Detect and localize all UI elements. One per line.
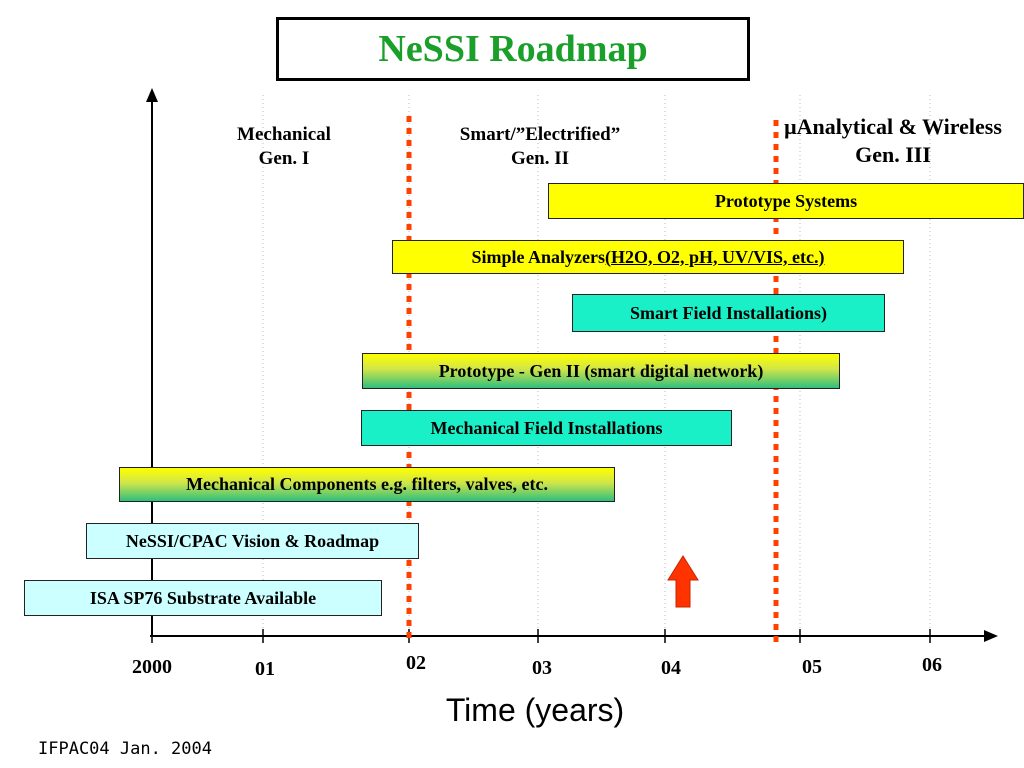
era-gen2-line1: Smart/”Electrified” <box>459 124 621 145</box>
x-tick-label: 06 <box>922 654 942 676</box>
x-tick-label: 03 <box>532 657 552 679</box>
era-gen3-line1: μAnalytical & Wireless <box>784 114 1002 139</box>
x-axis-label: Time (years) <box>445 692 625 728</box>
bar-label: NeSSI/CPAC Vision & Roadmap <box>125 530 380 551</box>
bar-label: Prototype - Gen II (smart digital networ… <box>438 360 764 381</box>
x-tick-label: 01 <box>255 658 275 680</box>
bar-label: Prototype Systems <box>714 190 858 211</box>
bar-isa-sp76: ISA SP76 Substrate Available <box>24 580 382 616</box>
bar-label: Mechanical Components e.g. filters, valv… <box>186 474 548 494</box>
bar-label: Simple Analyzers <box>471 246 606 267</box>
page-title: NeSSI Roadmap <box>276 17 750 81</box>
x-tick-label: 04 <box>661 657 681 679</box>
y-axis-arrowhead <box>146 88 158 102</box>
bar-label: Smart Field Installations) <box>629 302 827 323</box>
x-axis-arrowhead <box>984 630 998 642</box>
bar-label: ISA SP76 Substrate Available <box>89 587 317 608</box>
x-tick-label: 05 <box>802 656 822 678</box>
footer-note: IFPAC04 Jan. 2004 <box>38 739 212 759</box>
era-gen2-line2: Gen. II <box>510 148 570 169</box>
era-gen3-line2: Gen. III <box>855 142 931 167</box>
up-arrow-icon <box>667 555 699 608</box>
bar-mechanical-components: Mechanical Components e.g. filters, valv… <box>119 467 615 502</box>
bar-nessi-cpac-vision: NeSSI/CPAC Vision & Roadmap <box>86 523 419 559</box>
era-gen1: Mechanical Gen. I <box>214 123 354 171</box>
bar-prototype-gen2: Prototype - Gen II (smart digital networ… <box>362 353 840 389</box>
bar-simple-analyzers: Simple Analyzers (H2O, O2, pH, UV/VIS, e… <box>392 240 904 274</box>
era-gen1-line2: Gen. I <box>258 148 310 169</box>
era-gen3: μAnalytical & Wireless Gen. III <box>762 113 1024 169</box>
bar-label: Mechanical Field Installations <box>430 417 663 438</box>
x-tick-label: 2000 <box>132 656 172 678</box>
era-gen2: Smart/”Electrified” Gen. II <box>430 123 650 171</box>
bar-label-tail: (H2O, O2, pH, UV/VIS, etc.) <box>605 246 825 267</box>
x-tick-label: 02 <box>406 652 426 674</box>
era-gen1-line1: Mechanical <box>237 124 331 145</box>
bar-prototype-systems: Prototype Systems <box>548 183 1024 219</box>
bar-smart-field-installations: Smart Field Installations) <box>572 294 885 332</box>
bar-mechanical-field-installations: Mechanical Field Installations <box>361 410 732 446</box>
